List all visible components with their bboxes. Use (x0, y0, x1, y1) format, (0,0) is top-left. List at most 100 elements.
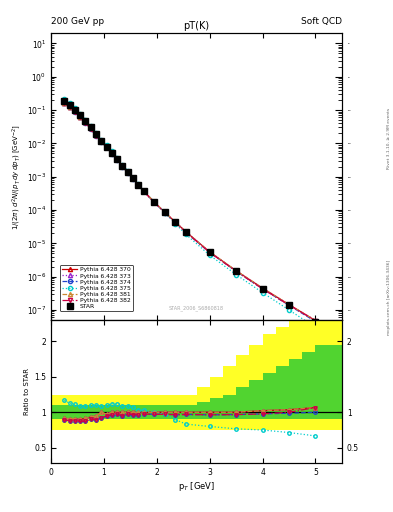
STAR (67, 102, 72, 108)
Pythia 6.428 382 (73, 109, 77, 115)
Pythia 6.428 381 (110, 150, 114, 156)
Pythia 6.428 374 (152, 199, 156, 205)
Pythia 6.428 381 (62, 100, 67, 106)
Pythia 6.428 373 (110, 150, 114, 156)
Pythia 6.428 374 (99, 139, 104, 145)
Pythia 6.428 381 (260, 285, 265, 291)
Pythia 6.428 381 (131, 176, 136, 182)
Text: STAR_2006_S6860818: STAR_2006_S6860818 (169, 306, 224, 311)
Pythia 6.428 373 (152, 199, 156, 205)
STAR (313, 318, 318, 325)
Pythia 6.428 375 (62, 96, 67, 102)
Pythia 6.428 381 (136, 182, 141, 188)
Pythia 6.428 381 (173, 219, 178, 225)
Pythia 6.428 382 (88, 126, 93, 132)
Pythia 6.428 375 (83, 117, 88, 123)
Pythia 6.428 375 (313, 324, 318, 330)
X-axis label: p$_T$ [GeV]: p$_T$ [GeV] (178, 480, 215, 493)
Pythia 6.428 374 (208, 249, 212, 255)
Pythia 6.428 374 (78, 114, 83, 120)
Pythia 6.428 382 (62, 100, 67, 106)
Pythia 6.428 374 (162, 209, 167, 216)
Pythia 6.428 382 (120, 163, 125, 169)
Pythia 6.428 374 (173, 220, 178, 226)
STAR (94, 131, 98, 137)
Pythia 6.428 381 (88, 125, 93, 132)
Pythia 6.428 375 (286, 307, 291, 313)
STAR (141, 188, 146, 194)
Pythia 6.428 381 (83, 119, 88, 125)
Pythia 6.428 373 (94, 132, 98, 138)
Pythia 6.428 381 (208, 249, 212, 255)
Pythia 6.428 381 (125, 169, 130, 175)
Pythia 6.428 373 (120, 163, 125, 169)
Pythia 6.428 382 (78, 114, 83, 120)
Pythia 6.428 375 (136, 181, 141, 187)
Pythia 6.428 374 (67, 104, 72, 110)
Pythia 6.428 374 (234, 268, 239, 274)
Pythia 6.428 381 (313, 317, 318, 324)
Pythia 6.428 370 (152, 199, 156, 205)
Pythia 6.428 382 (313, 317, 318, 324)
Pythia 6.428 381 (120, 163, 125, 169)
Pythia 6.428 373 (125, 169, 130, 175)
Pythia 6.428 382 (286, 302, 291, 308)
Pythia 6.428 373 (173, 219, 178, 225)
STAR (78, 112, 83, 118)
Legend: Pythia 6.428 370, Pythia 6.428 373, Pythia 6.428 374, Pythia 6.428 375, Pythia 6: Pythia 6.428 370, Pythia 6.428 373, Pyth… (60, 265, 133, 311)
STAR (260, 286, 265, 292)
Pythia 6.428 373 (313, 317, 318, 324)
Line: Pythia 6.428 382: Pythia 6.428 382 (62, 101, 318, 323)
Pythia 6.428 374 (62, 100, 67, 106)
Pythia 6.428 375 (99, 136, 104, 142)
Pythia 6.428 375 (94, 130, 98, 136)
Pythia 6.428 370 (184, 229, 188, 235)
STAR (115, 156, 119, 162)
Pythia 6.428 373 (99, 138, 104, 144)
Pythia 6.428 375 (131, 175, 136, 181)
STAR (83, 118, 88, 124)
Title: pT(K): pT(K) (184, 21, 209, 31)
Pythia 6.428 374 (141, 188, 146, 195)
Pythia 6.428 370 (115, 156, 119, 162)
Pythia 6.428 381 (234, 268, 239, 274)
STAR (99, 138, 104, 144)
Pythia 6.428 375 (162, 209, 167, 216)
Pythia 6.428 375 (141, 187, 146, 194)
Line: STAR: STAR (62, 99, 318, 324)
Pythia 6.428 381 (104, 144, 109, 150)
Pythia 6.428 381 (162, 209, 167, 216)
Pythia 6.428 375 (78, 111, 83, 117)
Pythia 6.428 373 (78, 114, 83, 120)
STAR (184, 229, 188, 235)
Pythia 6.428 375 (67, 100, 72, 106)
Pythia 6.428 375 (104, 142, 109, 148)
Pythia 6.428 382 (162, 209, 167, 216)
Pythia 6.428 381 (78, 114, 83, 120)
Pythia 6.428 373 (234, 268, 239, 274)
Text: 200 GeV pp: 200 GeV pp (51, 16, 104, 26)
Line: Pythia 6.428 375: Pythia 6.428 375 (62, 97, 318, 330)
STAR (286, 302, 291, 308)
Pythia 6.428 373 (131, 176, 136, 182)
Line: Pythia 6.428 373: Pythia 6.428 373 (62, 101, 318, 323)
Pythia 6.428 373 (62, 100, 67, 106)
Pythia 6.428 373 (141, 188, 146, 194)
Y-axis label: $1/(2\pi)$ $d^2N/(p_T\,dy\,dp_T)$ [GeV$^{-2}$]: $1/(2\pi)$ $d^2N/(p_T\,dy\,dp_T)$ [GeV$^… (10, 123, 23, 230)
Pythia 6.428 370 (141, 188, 146, 194)
Pythia 6.428 370 (260, 285, 265, 291)
Pythia 6.428 370 (125, 169, 130, 175)
Pythia 6.428 382 (141, 188, 146, 195)
Pythia 6.428 374 (94, 133, 98, 139)
Pythia 6.428 375 (120, 161, 125, 167)
Pythia 6.428 375 (88, 123, 93, 129)
Pythia 6.428 370 (173, 219, 178, 225)
Pythia 6.428 375 (173, 221, 178, 227)
Pythia 6.428 370 (78, 114, 83, 120)
Pythia 6.428 370 (67, 103, 72, 110)
Pythia 6.428 375 (234, 271, 239, 278)
Line: Pythia 6.428 370: Pythia 6.428 370 (62, 101, 318, 323)
Pythia 6.428 374 (73, 109, 77, 115)
Pythia 6.428 370 (131, 176, 136, 182)
STAR (125, 169, 130, 175)
